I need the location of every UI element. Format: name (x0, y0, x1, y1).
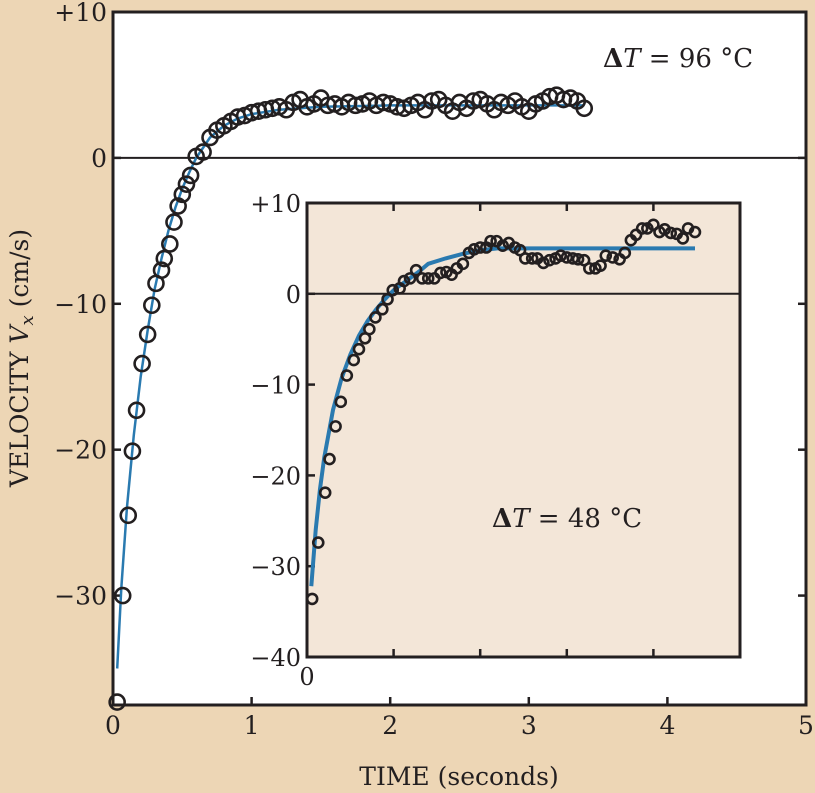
inset-data-point (525, 252, 539, 265)
main-y-tick-label: +10 (54, 0, 107, 27)
main-data-point (161, 235, 179, 253)
inset-y-tick-label: −30 (250, 553, 301, 581)
inset-data-point (421, 272, 435, 285)
main-y-tick-label: −30 (54, 582, 107, 611)
inset-y-tick-label: 0 (286, 281, 301, 309)
inset-annotation-delta-t: ΔT = 48 °C (492, 504, 642, 534)
inset-data-point (467, 243, 481, 256)
inset-data-point (329, 420, 342, 433)
main-y-axis-label: VELOCITY Vx (cm/s) (5, 229, 38, 488)
inset-data-point (334, 395, 348, 409)
main-data-point (155, 249, 174, 268)
inset-data-point (571, 252, 585, 266)
main-x-tick-label: 3 (521, 711, 537, 740)
main-data-point (575, 99, 594, 118)
inset-data-point (554, 249, 568, 262)
inset-data-point (594, 259, 607, 272)
inset-data-point (496, 239, 510, 252)
main-data-point (133, 354, 151, 373)
inset-data-point (318, 486, 332, 499)
inset-data-point (518, 252, 532, 265)
inset-x-tick-label: 0 (299, 663, 314, 691)
main-y-tick-label: −20 (54, 436, 107, 465)
main-x-tick-label: 1 (244, 711, 260, 740)
main-data-point (177, 175, 196, 193)
inset-data-point (606, 251, 619, 264)
inset-data-point (434, 266, 447, 280)
inset-y-tick-label: −20 (250, 462, 301, 490)
inset-data-point (566, 252, 580, 265)
inset-data-point (376, 302, 389, 316)
inset-data-point (618, 246, 632, 260)
main-annotation-delta-t: ΔT = 96 °C (603, 44, 753, 74)
inset-data-point (340, 369, 354, 382)
inset-data-point (537, 256, 550, 270)
main-x-tick-label: 0 (105, 711, 121, 740)
main-x-axis-label: TIME (seconds) (359, 762, 558, 791)
inset-data-point (352, 342, 366, 356)
inset-y-tick-label: +10 (250, 190, 301, 218)
inset-data-point (403, 272, 417, 285)
main-y-tick-label: 0 (91, 144, 107, 173)
inset-data-point (664, 226, 678, 240)
inset-y-tick-label: −10 (250, 372, 301, 400)
inset-data-point (635, 222, 649, 235)
main-data-point (181, 166, 200, 185)
main-data-point (194, 143, 212, 161)
main-x-tick-label: 4 (659, 711, 675, 740)
inset-data-point (415, 272, 429, 285)
inset-data-point (305, 592, 319, 606)
inset-plot: +100−10−20−30−400 (250, 190, 740, 691)
inset-data-point (599, 249, 613, 262)
main-data-point (127, 401, 146, 420)
inset-data-point (484, 234, 497, 248)
inset-data-point (323, 452, 336, 466)
main-data-point (152, 261, 171, 280)
inset-data-point (560, 251, 574, 264)
main-data-point (108, 693, 126, 711)
main-data-point (169, 197, 187, 215)
inset-data-point (311, 536, 325, 549)
main-y-tick-label: −10 (54, 290, 107, 319)
main-x-tick-label: 5 (798, 711, 814, 740)
inset-data-point (347, 353, 361, 367)
inset-data-point (676, 232, 690, 245)
main-data-point (143, 296, 161, 315)
main-data-point (173, 185, 192, 204)
inset-data-point (456, 257, 470, 271)
inset-data-point (369, 311, 382, 324)
inset-data-point (381, 292, 394, 306)
inset-y-tick-label: −40 (250, 644, 301, 672)
inset-data-point (583, 262, 596, 275)
inset-data-point (543, 253, 556, 267)
inset-data-point (397, 274, 411, 288)
main-data-point (113, 586, 132, 605)
main-fit-line (115, 104, 585, 669)
main-data-point (138, 325, 157, 344)
inset-data-point (363, 322, 376, 336)
main-data-point (123, 442, 142, 460)
inset-data-point (647, 218, 660, 232)
main-data-point (165, 213, 183, 231)
inset-plot-area (305, 201, 742, 659)
inset-data-point (688, 225, 702, 239)
inset-data-point (409, 263, 423, 277)
inset-data-point (386, 283, 400, 297)
main-data-point (119, 506, 138, 525)
main-plot-frame (111, 10, 808, 707)
main-x-tick-label: 2 (382, 711, 398, 740)
inset-data-point (473, 241, 487, 254)
